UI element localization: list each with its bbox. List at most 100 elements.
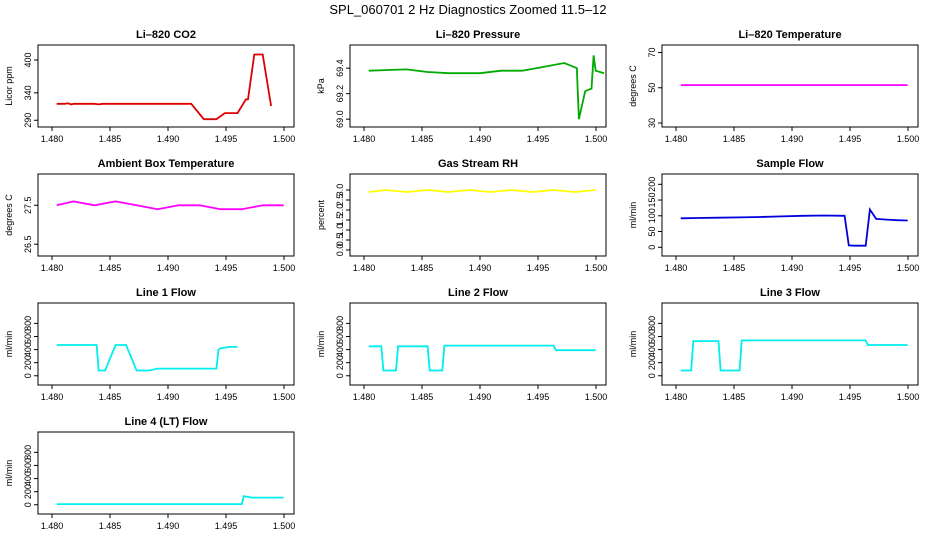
- panel-4: Ambient Box Temperature 1.480 1.485 1.490 1.…: [4, 158, 295, 273]
- y-tick-label: 100: [647, 208, 657, 223]
- plot-frame: [349, 44, 607, 128]
- y-tick-label: 400: [647, 342, 657, 357]
- x-tick-label: 1.480: [665, 134, 688, 144]
- y-tick-label: 600: [335, 329, 345, 344]
- x-tick-label: 1.480: [665, 263, 688, 273]
- y-tick-label: 70: [647, 48, 657, 58]
- x-tick-label: 1.495: [527, 134, 550, 144]
- plot-frame: [661, 173, 919, 257]
- plot-frame: [349, 173, 607, 257]
- y-tick-label: 69.2: [335, 85, 345, 103]
- series-line: [680, 206, 908, 247]
- x-tick-label: 1.480: [41, 392, 64, 402]
- x-tick-label: 1.490: [157, 521, 180, 531]
- panel-9: Line 3 Flow 1.480 1.485 1.490 1.495 1.500 0 200…: [628, 287, 919, 402]
- panel-6: Sample Flow 1.480 1.485 1.490 1.495 1.500 0 50 1…: [628, 158, 919, 273]
- y-tick-label: 150: [647, 193, 657, 208]
- figure-title: SPL_060701 2 Hz Diagnostics Zoomed 11.5–…: [329, 2, 606, 17]
- y-tick-label: 200: [335, 355, 345, 370]
- panel-2: Li–820 Pressure 1.480 1.485 1.490 1.495 1.500…: [316, 29, 607, 144]
- x-tick-label: 1.480: [41, 263, 64, 273]
- x-tick-label: 1.485: [411, 392, 434, 402]
- panel-title: Line 2 Flow: [448, 287, 508, 299]
- y-tick-label: 0.5: [335, 234, 345, 247]
- x-tick-label: 1.495: [527, 263, 550, 273]
- x-tick-label: 1.500: [585, 134, 608, 144]
- plot-frame: [661, 44, 919, 128]
- x-tick-label: 1.495: [215, 134, 238, 144]
- panel-title: Gas Stream RH: [438, 158, 518, 170]
- y-tick-label: 1.0: [335, 224, 345, 237]
- x-tick-label: 1.500: [273, 134, 296, 144]
- panel-title: Line 3 Flow: [760, 287, 820, 299]
- x-tick-label: 1.495: [527, 392, 550, 402]
- series-line: [56, 495, 284, 505]
- x-tick-label: 1.490: [469, 263, 492, 273]
- x-tick-label: 1.490: [781, 134, 804, 144]
- x-tick-label: 1.500: [273, 521, 296, 531]
- y-tick-label: 0: [335, 373, 345, 378]
- x-tick-label: 1.500: [273, 263, 296, 273]
- y-tick-label: 50: [647, 227, 657, 237]
- x-tick-label: 1.480: [41, 134, 64, 144]
- panel-title: Sample Flow: [756, 158, 824, 170]
- x-tick-label: 1.495: [215, 521, 238, 531]
- x-tick-label: 1.500: [585, 263, 608, 273]
- x-tick-label: 1.495: [839, 392, 862, 402]
- x-tick-label: 1.480: [353, 134, 376, 144]
- x-tick-label: 1.485: [99, 263, 122, 273]
- y-tick-label: 0: [647, 373, 657, 378]
- x-tick-label: 1.500: [897, 263, 920, 273]
- y-tick-label: 400: [23, 342, 33, 357]
- x-tick-label: 1.485: [99, 521, 122, 531]
- y-axis-label: ml/min: [628, 202, 638, 229]
- panel-title: Li–820 CO2: [136, 29, 196, 41]
- x-tick-label: 1.485: [99, 134, 122, 144]
- y-tick-label: 0.0: [335, 244, 345, 257]
- panel-1: Li–820 CO2 1.480 1.485 1.490 1.495 1.500 290 34…: [4, 29, 295, 144]
- y-axis-label: degrees C: [4, 194, 14, 236]
- x-tick-label: 1.495: [215, 392, 238, 402]
- series-line: [56, 344, 238, 372]
- y-tick-label: 600: [23, 458, 33, 473]
- y-axis-label: ml/min: [4, 460, 14, 487]
- x-tick-label: 1.480: [353, 392, 376, 402]
- y-tick-label: 200: [647, 355, 657, 370]
- y-tick-label: 200: [647, 177, 657, 192]
- y-tick-label: 27.5: [23, 196, 33, 214]
- y-tick-label: 0: [23, 502, 33, 507]
- x-tick-label: 1.490: [157, 392, 180, 402]
- y-axis-label: degrees C: [628, 65, 638, 107]
- x-tick-label: 1.485: [723, 134, 746, 144]
- x-tick-label: 1.485: [723, 263, 746, 273]
- x-tick-label: 1.485: [411, 134, 434, 144]
- panel-title: Li–820 Temperature: [738, 29, 841, 41]
- x-tick-label: 1.495: [215, 263, 238, 273]
- y-tick-label: 800: [23, 445, 33, 460]
- x-tick-label: 1.495: [839, 263, 862, 273]
- panel-title: Ambient Box Temperature: [98, 158, 235, 170]
- x-tick-label: 1.485: [723, 392, 746, 402]
- x-tick-label: 1.500: [585, 392, 608, 402]
- y-tick-label: 400: [23, 52, 33, 67]
- y-tick-label: 400: [23, 471, 33, 486]
- y-axis-label: percent: [316, 199, 326, 230]
- x-tick-label: 1.490: [469, 134, 492, 144]
- plot-frame: [349, 302, 607, 386]
- plot-frame: [661, 302, 919, 386]
- y-tick-label: 69.0: [335, 110, 345, 128]
- x-tick-label: 1.480: [353, 263, 376, 273]
- x-tick-label: 1.495: [839, 134, 862, 144]
- panel-7: Line 1 Flow 1.480 1.485 1.490 1.495 1.500 0 200…: [4, 287, 295, 402]
- x-tick-label: 1.500: [897, 134, 920, 144]
- plot-frame: [37, 431, 295, 515]
- y-tick-label: 0: [23, 373, 33, 378]
- x-tick-label: 1.490: [781, 263, 804, 273]
- y-axis-label: ml/min: [4, 331, 14, 358]
- y-tick-label: 340: [23, 85, 33, 100]
- plot-frame: [37, 44, 295, 128]
- y-axis-label: kPa: [316, 78, 326, 94]
- series-line: [56, 53, 272, 121]
- panel-10: Line 4 (LT) Flow 1.480 1.485 1.490 1.495 1.50…: [4, 416, 295, 531]
- series-line: [368, 344, 596, 372]
